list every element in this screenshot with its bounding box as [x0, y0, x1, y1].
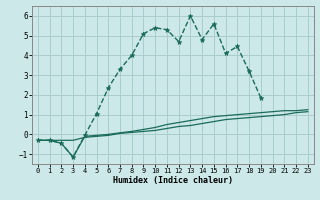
X-axis label: Humidex (Indice chaleur): Humidex (Indice chaleur): [113, 176, 233, 185]
